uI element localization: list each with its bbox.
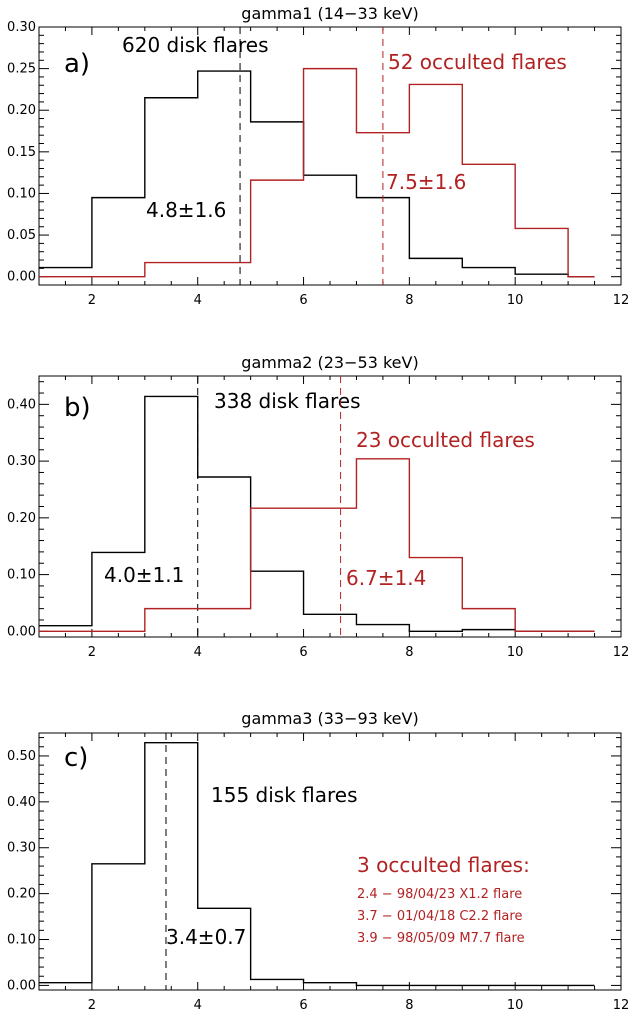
y-tick-label: 0.10 [7, 186, 36, 201]
x-tick-label: 4 [194, 998, 202, 1013]
histogram-disk [39, 70, 595, 278]
y-tick-label: 0.15 [7, 145, 36, 160]
y-tick-label: 0.20 [7, 887, 36, 902]
x-tick-label: 8 [405, 998, 413, 1013]
x-tick-label: 10 [507, 998, 524, 1013]
plot-frame [38, 375, 622, 638]
occulted-count-label: 23 occulted flares [356, 428, 535, 452]
occulted-count-label: 52 occulted flares [388, 50, 567, 74]
x-tick-label: 2 [88, 293, 96, 308]
y-tick-label: 0.30 [7, 454, 36, 469]
panel-label: a) [64, 49, 90, 79]
disk-count-label: 155 disk flares [211, 783, 358, 807]
y-tick-label: 0.40 [7, 795, 36, 810]
histogram-disk [39, 395, 595, 633]
chart-panel-1: 2 4 6 8 10 12 0.00 0.05 0.10 0.15 0.20 0.25 0.30 gamm… [7, 4, 629, 308]
occulted-mean-label: 6.7±1.4 [346, 566, 426, 590]
y-tick-label: 0.10 [7, 568, 36, 583]
x-tick-label: 2 [88, 998, 96, 1013]
x-tick-label: 10 [507, 645, 524, 660]
disk-mean-label: 4.8±1.6 [146, 198, 226, 222]
histogram-disk [39, 741, 595, 987]
disk-mean-label: 4.0±1.1 [104, 563, 184, 587]
y-tick-label: 0.40 [7, 397, 36, 412]
y-tick-label: 0.00 [7, 978, 36, 993]
y-tick-label: 0.00 [7, 270, 36, 285]
y-tick-label: 0.50 [7, 749, 36, 764]
y-tick-label: 0.05 [7, 228, 36, 243]
chart-title: gamma1 (14−33 keV) [241, 4, 418, 23]
histogram-occulted [39, 67, 595, 278]
x-tick-label: 12 [613, 998, 630, 1013]
occulted-mean-label: 7.5±1.6 [386, 170, 466, 194]
chart-title: gamma3 (33−93 keV) [241, 709, 418, 728]
panel-label: c) [64, 743, 88, 773]
x-tick-label: 6 [299, 998, 307, 1013]
occulted-flare-entry: 3.9 − 98/05/09 M7.7 flare [357, 931, 525, 946]
x-tick-label: 8 [405, 645, 413, 660]
occulted-count-label: 3 occulted flares: [357, 853, 530, 877]
y-tick-label: 0.25 [7, 62, 36, 77]
disk-count-label: 620 disk flares [122, 33, 269, 57]
chart-panel-2: 2 4 6 8 10 12 0.00 0.10 0.20 0.30 0.40 gamma2 (23−5… [7, 353, 629, 660]
x-tick-label: 4 [194, 645, 202, 660]
y-tick-label: 0.00 [7, 624, 36, 639]
y-tick-label: 0.20 [7, 103, 36, 118]
chart-panel-3: 2 4 6 8 10 12 0.00 0.10 0.20 0.30 0.40 0.50 gamma3 (… [7, 709, 629, 1013]
chart-title: gamma2 (23−53 keV) [241, 353, 418, 372]
panel-label: b) [64, 393, 91, 423]
y-tick-label: 0.10 [7, 933, 36, 948]
x-tick-label: 2 [88, 645, 96, 660]
disk-mean-label: 3.4±0.7 [166, 925, 246, 949]
x-tick-label: 6 [299, 645, 307, 660]
x-tick-label: 6 [299, 293, 307, 308]
x-tick-label: 12 [613, 293, 630, 308]
x-tick-label: 12 [613, 645, 630, 660]
x-tick-label: 8 [405, 293, 413, 308]
occulted-flare-entry: 3.7 − 01/04/18 C2.2 flare [357, 909, 522, 924]
occulted-flare-entry: 2.4 − 98/04/23 X1.2 flare [357, 887, 522, 902]
y-tick-label: 0.30 [7, 20, 36, 35]
plot-frame [38, 732, 622, 991]
x-tick-label: 4 [194, 293, 202, 308]
y-tick-label: 0.20 [7, 511, 36, 526]
x-tick-label: 10 [507, 293, 524, 308]
histogram-occulted [39, 458, 595, 633]
disk-count-label: 338 disk flares [214, 389, 361, 413]
y-tick-label: 0.30 [7, 841, 36, 856]
